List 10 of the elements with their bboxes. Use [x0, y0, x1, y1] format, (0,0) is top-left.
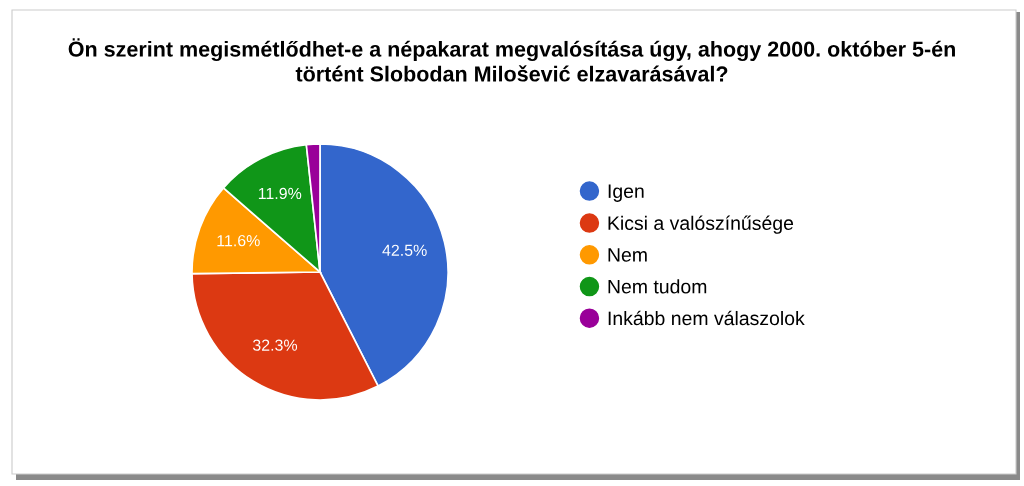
data-label: 32.3% — [252, 339, 298, 351]
data-label: 11.6% — [217, 234, 260, 247]
legend-label: Nem — [608, 248, 647, 262]
legend-label: Inkább nem válaszolok — [608, 310, 805, 326]
data-label: 11.9% — [258, 187, 302, 200]
legend-label: Nem tudom — [608, 279, 707, 294]
data-label: 42.5% — [382, 244, 427, 256]
legend-label: Igen — [608, 184, 644, 202]
chart-title: Ön szerint megismétlődhet-e a népakarat megvalósítása úgy, ahogy 2000. október 5-én történt Slobodan Milošević elzavarásával? — [68, 38, 955, 82]
legend-label: Kicsi a valószínűsége — [608, 215, 794, 234]
